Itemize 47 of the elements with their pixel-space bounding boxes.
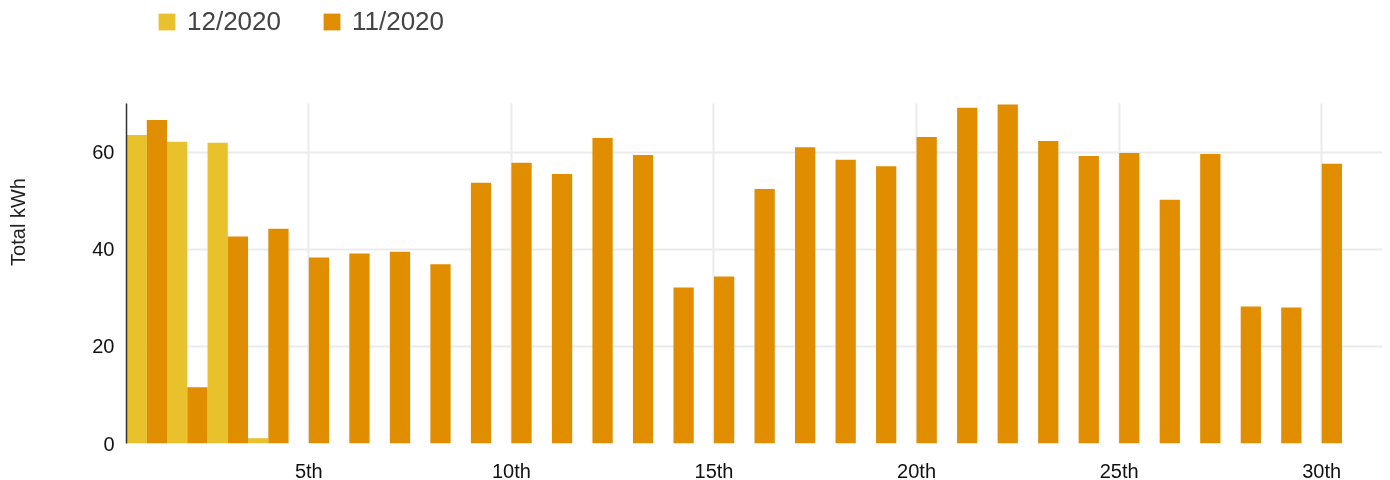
bar (1159, 199, 1180, 444)
bar (1078, 155, 1099, 444)
bar (713, 276, 735, 444)
bar (511, 162, 532, 444)
bar (916, 137, 937, 444)
bar (1240, 306, 1261, 444)
legend-label: 12/2020 (187, 6, 281, 37)
bar (551, 173, 573, 444)
bar (1038, 140, 1059, 444)
bar (248, 438, 269, 444)
bar (227, 236, 249, 444)
y-tick-label: 20 (92, 335, 115, 358)
bar (167, 141, 188, 444)
bar (795, 147, 816, 444)
bar (1321, 163, 1342, 444)
bar (187, 387, 208, 444)
bar (430, 264, 451, 444)
x-tick-label: 10th (491, 459, 531, 480)
x-tick-label: 5th (294, 459, 323, 480)
bar (835, 159, 856, 444)
bar (997, 104, 1018, 444)
bar (389, 251, 411, 444)
x-tick-label: 15th (694, 459, 734, 480)
bar (207, 142, 228, 444)
bar (957, 107, 978, 444)
bar (592, 137, 613, 444)
bar (673, 287, 694, 444)
y-axis-title: Total kWh (7, 178, 30, 266)
bar (308, 257, 330, 444)
x-tick-label: 25th (1099, 459, 1139, 480)
bar (126, 135, 147, 444)
y-tick-label: 40 (92, 238, 115, 261)
bar (876, 166, 897, 444)
bar (754, 188, 775, 444)
y-tick-label: 0 (103, 432, 115, 455)
legend-label: 11/2020 (351, 6, 445, 37)
bar (470, 182, 492, 444)
x-tick-label: 20th (897, 459, 937, 480)
y-tick-label: 60 (92, 141, 115, 164)
bar (146, 120, 168, 444)
bar (1119, 153, 1140, 444)
x-tick-label: 30th (1302, 459, 1342, 480)
bar (632, 154, 654, 444)
bar (1281, 307, 1302, 444)
bar (349, 253, 370, 444)
bar (1200, 154, 1221, 444)
bar (268, 228, 289, 444)
